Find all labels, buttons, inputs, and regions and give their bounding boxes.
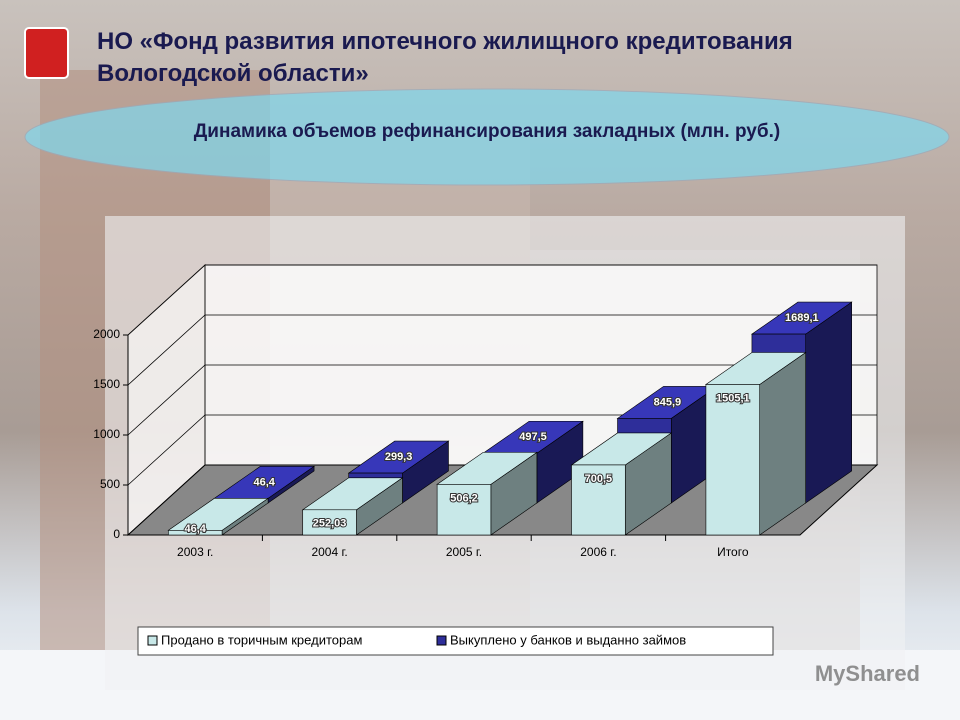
chart-title: Динамика объемов рефинансирования заклад… [194, 121, 780, 142]
data-label: 1505,1 [716, 392, 750, 404]
legend-label: Продано в торичным кредиторам [161, 632, 362, 647]
data-label: 497,5 [519, 431, 547, 443]
y-tick-label: 0 [113, 527, 120, 541]
x-tick-label: 2003 г. [177, 545, 213, 559]
y-tick-label: 500 [100, 477, 120, 491]
page-title: НО «Фонд развития ипотечного жилищного к… [97, 28, 793, 87]
data-label: 506,2 [450, 492, 478, 504]
data-label: 299,3 [385, 451, 413, 463]
data-label: 1689,1 [785, 312, 819, 324]
x-tick-label: 2004 г. [311, 545, 347, 559]
y-tick-label: 1000 [93, 427, 120, 441]
data-label: 700,5 [585, 473, 613, 485]
bar [436, 484, 492, 536]
y-tick-label: 2000 [93, 327, 120, 341]
watermark: MyShared [815, 661, 920, 686]
bar [705, 384, 760, 536]
x-tick-label: 2006 г. [580, 545, 616, 559]
grid-line [127, 364, 877, 436]
subtitle-ellipse [24, 88, 950, 186]
bar [168, 530, 223, 536]
y-tick-label: 1500 [93, 377, 120, 391]
data-label: 252,03 [313, 518, 347, 530]
x-tick-label: Итого [717, 545, 749, 559]
bar-side [805, 301, 852, 504]
legend-label: Выкуплено у банков и выданно займов [450, 632, 686, 647]
legend [137, 626, 774, 656]
coat-of-arms [24, 27, 69, 79]
grid-line [127, 264, 877, 336]
x-tick-label: 2005 г. [446, 545, 482, 559]
grid-line [127, 314, 877, 386]
bar [302, 509, 357, 536]
data-label: 46,4 [253, 476, 275, 488]
bar [571, 464, 626, 536]
legend-swatch [147, 635, 158, 646]
data-label: 46,4 [184, 523, 206, 535]
legend-swatch [436, 635, 447, 646]
data-label: 845,9 [654, 396, 682, 408]
